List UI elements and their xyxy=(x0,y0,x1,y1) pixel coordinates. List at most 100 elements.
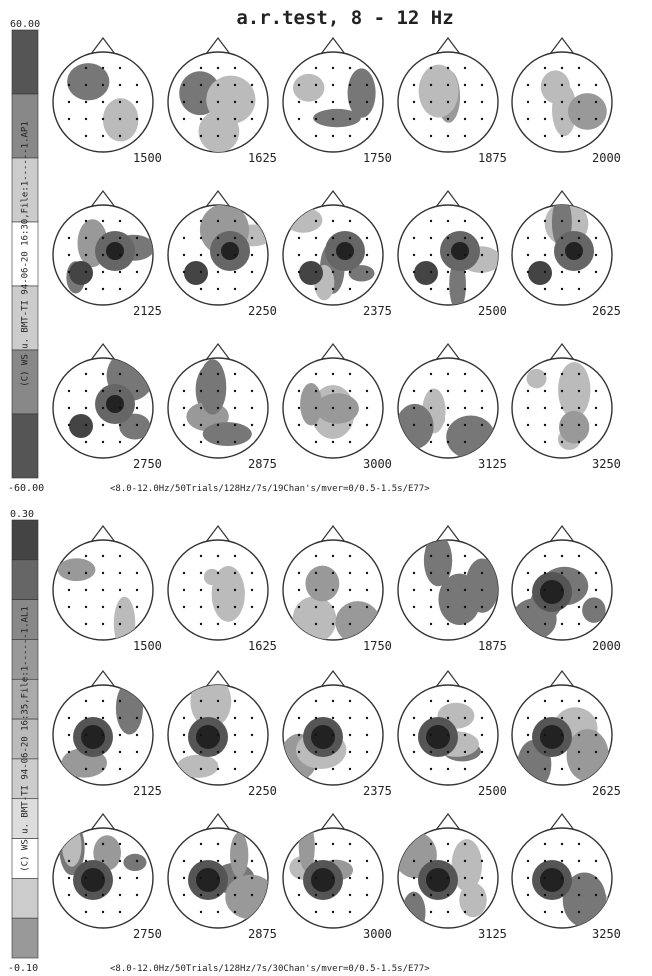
electrode xyxy=(216,910,220,914)
blob xyxy=(348,265,375,282)
electrode xyxy=(216,876,220,880)
blob xyxy=(451,839,483,892)
electrode xyxy=(526,236,530,240)
electrode xyxy=(84,733,88,737)
electrode xyxy=(543,910,547,914)
electrode xyxy=(135,859,139,863)
electrode xyxy=(297,876,301,880)
electrode xyxy=(182,605,186,609)
electrode xyxy=(543,893,547,897)
core xyxy=(311,725,335,749)
electrode xyxy=(577,100,581,104)
electrode xyxy=(429,253,433,257)
electrode xyxy=(365,270,369,274)
blob xyxy=(119,413,151,440)
electrode xyxy=(429,236,433,240)
electrode xyxy=(314,605,318,609)
electrode xyxy=(182,423,186,427)
electrode xyxy=(233,389,237,393)
electrode xyxy=(480,716,484,720)
scale-min: -60.00 xyxy=(8,483,44,494)
electrode xyxy=(101,372,105,376)
electrode xyxy=(526,270,530,274)
electrode xyxy=(480,236,484,240)
electrode xyxy=(480,750,484,754)
electrode xyxy=(446,134,450,138)
electrode xyxy=(233,605,237,609)
electrode xyxy=(480,270,484,274)
electrode xyxy=(348,406,352,410)
electrode xyxy=(446,389,450,393)
blob xyxy=(230,832,249,878)
electrode xyxy=(118,699,122,703)
electrode xyxy=(233,767,237,771)
electrode xyxy=(348,554,352,558)
electrode xyxy=(84,372,88,376)
electrode xyxy=(365,859,369,863)
electrode xyxy=(412,750,416,754)
electrode xyxy=(429,605,433,609)
electrode xyxy=(331,716,335,720)
electrode xyxy=(216,100,220,104)
blobs xyxy=(526,362,591,450)
core xyxy=(69,414,93,438)
core xyxy=(565,242,583,260)
electrode xyxy=(594,571,598,575)
electrode xyxy=(199,910,203,914)
electrode xyxy=(216,406,220,410)
time-label: 2750 xyxy=(133,457,162,471)
electrode xyxy=(314,699,318,703)
electrode xyxy=(463,893,467,897)
head-map: 3000 xyxy=(282,343,392,471)
electrode xyxy=(297,117,301,121)
time-label: 1750 xyxy=(363,151,392,165)
electrode xyxy=(118,270,122,274)
electrode xyxy=(446,100,450,104)
electrode xyxy=(233,750,237,754)
electrode xyxy=(314,910,318,914)
electrode xyxy=(84,605,88,609)
electrode xyxy=(314,100,318,104)
electrode xyxy=(348,423,352,427)
electrode xyxy=(365,876,369,880)
electrode xyxy=(216,588,220,592)
colorbar-segment xyxy=(11,519,39,561)
electrode xyxy=(543,699,547,703)
scale-max: 0.30 xyxy=(10,509,34,520)
core xyxy=(106,395,124,413)
blobs xyxy=(179,71,256,152)
electrode xyxy=(446,66,450,70)
electrode xyxy=(543,554,547,558)
colorbar-segment xyxy=(11,758,39,800)
electrode xyxy=(199,876,203,880)
electrode xyxy=(446,423,450,427)
electrode xyxy=(101,389,105,393)
electrode xyxy=(118,859,122,863)
electrode xyxy=(446,219,450,223)
colorbar-segment xyxy=(11,639,39,680)
electrode xyxy=(365,83,369,87)
electrode xyxy=(216,134,220,138)
electrode xyxy=(216,423,220,427)
electrode xyxy=(101,219,105,223)
electrode xyxy=(446,554,450,558)
core xyxy=(528,261,552,285)
electrode xyxy=(314,423,318,427)
blob xyxy=(211,566,245,622)
electrode xyxy=(331,372,335,376)
electrode xyxy=(135,100,139,104)
electrode xyxy=(560,859,564,863)
electrode xyxy=(526,605,530,609)
electrode xyxy=(250,236,254,240)
electrode xyxy=(348,66,352,70)
time-label: 2375 xyxy=(363,304,392,318)
electrode xyxy=(314,588,318,592)
electrode xyxy=(560,876,564,880)
electrode xyxy=(365,733,369,737)
electrode xyxy=(577,750,581,754)
electrode xyxy=(135,423,139,427)
electrode xyxy=(250,716,254,720)
electrode xyxy=(560,842,564,846)
core xyxy=(81,725,105,749)
blobs xyxy=(528,205,594,285)
